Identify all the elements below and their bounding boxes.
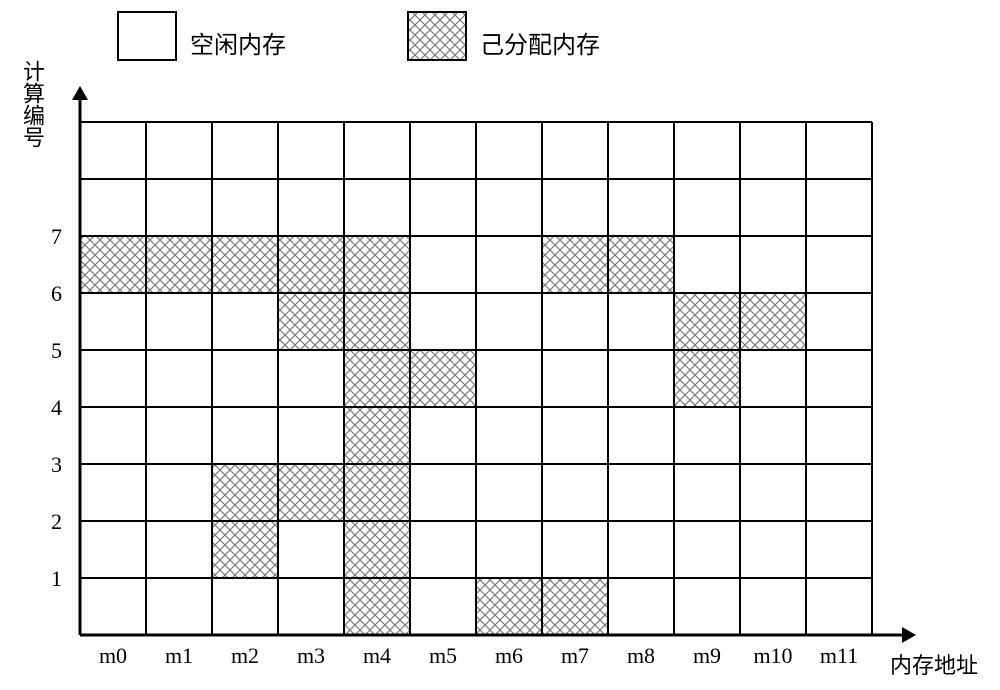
allocated-cell bbox=[344, 407, 410, 464]
allocated-cell bbox=[278, 293, 344, 350]
x-tick-label: m3 bbox=[297, 643, 325, 668]
allocated-cell bbox=[344, 578, 410, 635]
allocated-cell bbox=[212, 521, 278, 578]
x-tick-label: m9 bbox=[693, 643, 721, 668]
allocated-cell bbox=[80, 236, 146, 293]
x-axis-title: 内存地址 bbox=[890, 648, 978, 680]
y-tick-label: 3 bbox=[51, 452, 62, 477]
legend-swatch bbox=[118, 12, 176, 60]
legend-swatch bbox=[408, 12, 466, 60]
x-tick-label: m6 bbox=[495, 643, 523, 668]
allocated-cell bbox=[410, 350, 476, 407]
allocated-cell bbox=[740, 293, 806, 350]
allocated-cell bbox=[344, 521, 410, 578]
allocated-cell bbox=[212, 464, 278, 521]
allocated-cell bbox=[542, 236, 608, 293]
legend-allocated-label: 己分配内存 bbox=[480, 25, 600, 60]
x-tick-label: m7 bbox=[561, 643, 589, 668]
y-tick-label: 5 bbox=[51, 338, 62, 363]
allocated-cell bbox=[608, 236, 674, 293]
memory-allocation-diagram: m0 m1 m2 m3 m4 m5 m6 m7 m8 m9 m10 m11 1 2 3 4 5 6 7 空闲内存 己… bbox=[0, 0, 1000, 690]
allocated-cell bbox=[674, 350, 740, 407]
y-tick-label: 7 bbox=[51, 224, 62, 249]
x-tick-label: m5 bbox=[429, 643, 457, 668]
x-tick-label: m2 bbox=[231, 643, 259, 668]
allocated-cell bbox=[674, 293, 740, 350]
allocated-cell bbox=[278, 464, 344, 521]
x-tick-label: m1 bbox=[165, 643, 193, 668]
x-tick-label: m11 bbox=[820, 643, 858, 668]
allocated-cell bbox=[212, 236, 278, 293]
allocated-cell bbox=[344, 293, 410, 350]
x-tick-label: m0 bbox=[99, 643, 127, 668]
y-axis-title: 计算编号 bbox=[16, 60, 48, 148]
allocated-cell bbox=[344, 236, 410, 293]
allocated-cell bbox=[344, 350, 410, 407]
y-tick-label: 6 bbox=[51, 281, 62, 306]
allocated-cell bbox=[344, 464, 410, 521]
x-tick-label: m8 bbox=[627, 643, 655, 668]
y-tick-label: 4 bbox=[51, 395, 62, 420]
legend-free-label: 空闲内存 bbox=[190, 25, 286, 60]
allocated-cell bbox=[146, 236, 212, 293]
y-tick-label: 2 bbox=[51, 509, 62, 534]
allocated-cell bbox=[542, 578, 608, 635]
allocated-cell bbox=[476, 578, 542, 635]
y-tick-label: 1 bbox=[51, 566, 62, 591]
x-tick-label: m4 bbox=[363, 643, 391, 668]
x-tick-label: m10 bbox=[753, 643, 792, 668]
allocated-cell bbox=[278, 236, 344, 293]
